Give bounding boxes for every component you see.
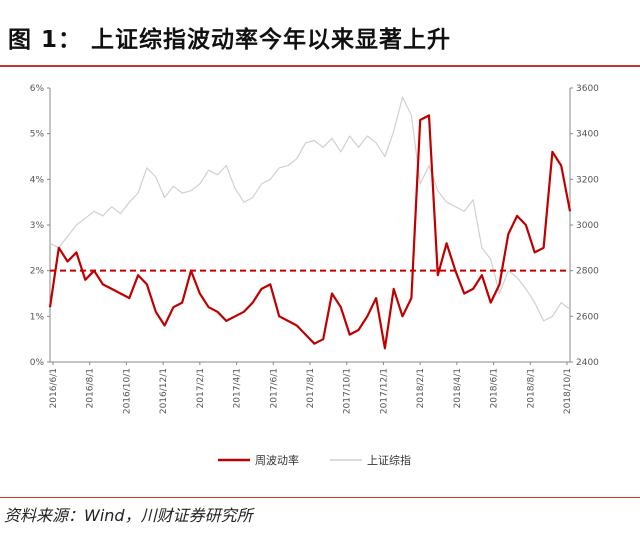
x-tick-label: 2017/8/1	[306, 368, 316, 408]
x-tick-label: 2016/8/1	[86, 368, 96, 408]
legend-label-index: 上证综指	[367, 453, 411, 467]
y-left-tick-label: 2%	[30, 267, 45, 277]
y-right-tick-label: 3000	[576, 221, 599, 231]
chart-axes	[47, 87, 573, 365]
tick-labels: 0% 1% 2% 3% 4% 5% 6% 2400 2600 2800 3000 3200 3400 36…	[30, 84, 599, 414]
x-tick-label: 2018/2/1	[416, 368, 426, 408]
x-tick-label: 2017/6/1	[269, 368, 279, 408]
x-tick-label: 2017/12/1	[379, 368, 389, 414]
source-divider	[0, 497, 640, 498]
y-right-tick-label: 3600	[576, 84, 599, 94]
y-right-tick-label: 3400	[576, 130, 599, 140]
index-line	[49, 96, 571, 322]
x-tick-label: 2017/2/1	[196, 368, 206, 408]
x-tick-label: 2018/8/1	[526, 368, 536, 408]
y-right-tick-label: 2800	[576, 267, 599, 277]
y-left-tick-label: 6%	[30, 84, 45, 94]
x-tick-label: 2016/12/1	[159, 368, 169, 414]
x-tick-label: 2016/10/1	[122, 368, 132, 414]
vol-line	[48, 114, 572, 350]
chart-legend: 周波动率 上证综指	[218, 453, 411, 467]
y-right-tick-label: 2600	[576, 312, 599, 322]
vol-series	[48, 114, 572, 350]
y-left-tick-label: 0%	[30, 358, 45, 368]
x-tick-label: 2018/6/1	[490, 368, 500, 408]
x-tick-label: 2017/10/1	[343, 368, 353, 414]
legend-label-vol: 周波动率	[255, 453, 299, 467]
y-left-tick-label: 3%	[30, 221, 45, 231]
x-tick-label: 2017/4/1	[233, 368, 243, 408]
x-tick-label: 2016/6/1	[49, 368, 59, 408]
x-tick-label: 2018/4/1	[453, 368, 463, 408]
y-right-tick-label: 3200	[576, 175, 599, 185]
y-left-tick-label: 5%	[30, 130, 45, 140]
y-left-tick-label: 1%	[30, 312, 45, 322]
title-divider	[0, 65, 640, 67]
y-right-tick-label: 2400	[576, 358, 599, 368]
source-note: 资料来源：Wind，川财证券研究所	[4, 506, 253, 525]
x-tick-label: 2018/10/1	[563, 368, 573, 414]
y-left-tick-label: 4%	[30, 175, 45, 185]
chart-title: 图 1： 上证综指波动率今年以来显著上升	[8, 27, 452, 53]
index-series	[49, 96, 571, 322]
